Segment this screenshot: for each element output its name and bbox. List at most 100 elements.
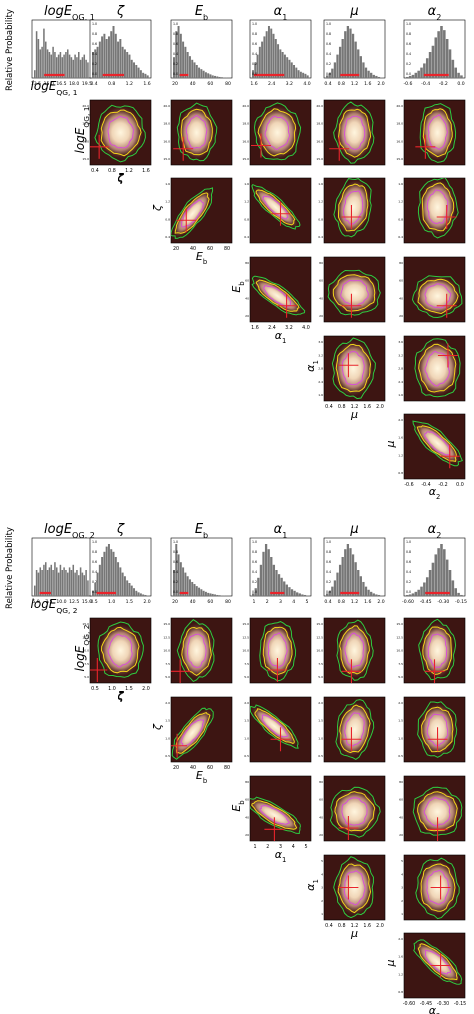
contour-inner [424,283,452,309]
histogram-bar [182,41,185,78]
y-tick-label: 10.0 [82,649,89,653]
histogram-bar [338,564,342,596]
histogram-bar [107,36,110,78]
x-tick-label: -0.2 [438,482,447,488]
histogram-bar [380,77,383,78]
label-part: α [429,1004,437,1014]
histogram-mu: 0.4 0.8 1.2 1.6 2.0 1.0 0.8 0.6 0.4 0.2 0.0 [323,537,386,605]
y-tick-label: 1.2 [244,200,249,204]
y-tick-label: 0.6 [326,560,331,564]
pair-panel-logE_QG2-alpha2: 15.0 12.5 10.0 7.5 5.0 [396,617,466,684]
histogram-bar [121,46,124,78]
x-axis-label-mu-text: μ [350,927,358,940]
histogram-bar [448,570,452,596]
y-tick-label: 0.2 [173,62,178,66]
y-tick-label: 0.2 [173,580,178,584]
label-part: α [304,364,317,372]
y-tick-label: 0.4 [326,52,331,56]
label-part: b [203,531,208,540]
contour-outer [253,102,302,161]
histogram-bar [46,49,49,78]
label-part: μ [384,960,397,968]
column-title-alpha2: α2 [428,4,442,22]
panel-density [412,420,463,469]
panel-density [415,103,457,163]
x-tick-label: 1 [253,844,256,850]
column-title-alpha1: α1 [274,522,288,540]
x-axis-label-mu: μ [350,927,358,940]
contour-inner [340,279,369,307]
histogram-bar [209,74,212,78]
pair-panel-zeta-mu: 2.0 1.5 1.0 0.5 [318,696,386,763]
histogram-bar [211,593,214,596]
panel-density [173,102,218,162]
y-tick-label: 80 [245,780,249,784]
histogram-bar [411,74,415,78]
histogram-Eb: 20 40 60 80 1.0 0.8 0.6 0.4 0.2 0.0 [170,537,233,605]
x-tick-label: 16.5 [56,81,66,87]
histogram-bar [423,582,426,596]
x-tick-label: 20 [172,81,178,87]
x-tick-label: 1.6 [142,168,150,174]
histogram-bar [460,75,463,78]
y-tick-label: 16.0 [316,139,323,143]
y-tick-label: 0.6 [406,560,411,564]
label-part: QG, 2 [82,625,91,646]
y-axis-label-Eb-text: Eb [230,800,246,811]
histogram-bar [420,586,423,596]
label-part: logE [31,597,57,611]
histogram-bar [105,546,108,596]
histogram-bar [258,46,261,78]
y-tick-label: 12.5 [242,635,249,639]
y-tick-label: 0.4 [244,235,249,239]
contour-inner [264,115,291,151]
x-tick-label: 60 [207,765,213,771]
y-tick-label: 4 [401,872,403,876]
contour-outer [333,101,375,164]
histogram-bar [61,570,64,596]
y-tick-label: 7.5 [84,662,89,666]
label-part: 1 [282,13,287,22]
histogram-bar [220,77,223,78]
histogram-bar [94,49,97,78]
x-tick-label: -0.4 [421,482,430,488]
x-axis-label-alpha2: α2 [429,485,441,501]
density-heat [96,105,145,160]
panel-density [412,786,463,841]
histogram-bar [331,586,334,596]
x-tick-label: -0.15 [455,599,467,605]
x-axis-label-alpha1-text: α1 [275,329,287,345]
y-tick-label: 0.6 [92,42,97,46]
histogram-bar [256,54,259,78]
histogram-alpha1: 1 2 3 4 5 1.0 0.8 0.6 0.4 0.2 0.0 [249,537,312,605]
y-axis-label-Eb-text: Eb [230,281,246,292]
y-tick-label: 0.2 [92,62,97,66]
y-tick-label: 20.0 [82,104,89,108]
y-tick-label: 1.6 [398,182,403,186]
histogram-bar [333,580,337,596]
panel-density [411,275,463,319]
y-tick-label: 2.0 [398,937,403,941]
y-tick-label: 15.0 [82,157,89,161]
histogram-bar [200,69,203,78]
contour-outer [171,707,214,760]
density-heat [255,104,300,161]
histogram-bar [295,67,298,78]
x-tick-label: 60 [207,599,213,605]
x-tick-label: 2.4 [268,325,276,331]
y-tick-label: 0.6 [252,560,257,564]
pair-panel-logE_QG1-alpha1: 20.0 18.0 16.0 15.0 [242,99,312,166]
y-tick-label: 15.0 [242,622,249,626]
label-part: logE [73,645,87,671]
histogram-bar [220,595,223,596]
x-tick-label: 80 [225,81,231,87]
histogram-bar [177,26,180,78]
histogram-bar [119,567,122,596]
histogram-bar [202,70,205,78]
histogram-bar [351,554,355,596]
label-part: E [196,250,203,263]
histogram-bar [375,75,378,78]
histogram-bar [362,62,365,78]
y-tick-label: 1.0 [398,736,403,740]
